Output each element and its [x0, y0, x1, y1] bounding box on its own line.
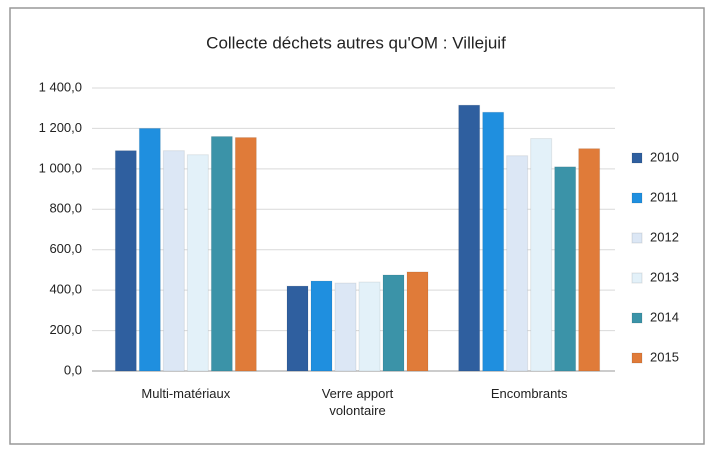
legend-swatch [631, 152, 643, 164]
bar [334, 282, 357, 372]
bar [114, 150, 137, 372]
bar [358, 281, 381, 372]
legend-label: 2011 [650, 189, 678, 204]
y-tick-label: 200,0 [49, 322, 82, 337]
legend-swatch [631, 192, 643, 204]
bar [210, 136, 233, 372]
bar [506, 155, 529, 372]
legend-swatch [631, 352, 643, 364]
bar [578, 148, 601, 372]
y-tick-label: 1 400,0 [39, 79, 82, 94]
y-tick-label: 400,0 [49, 282, 82, 297]
chart-title: Collecte déchets autres qu'OM : Villejui… [206, 33, 506, 52]
bar [406, 271, 429, 372]
bar [234, 137, 257, 372]
bar [382, 274, 405, 372]
x-tick-label: Encombrants [490, 386, 568, 401]
bar [286, 285, 309, 372]
x-tick-label: Verre apport volontaire [321, 386, 394, 418]
legend-swatch [631, 232, 643, 244]
x-tick-label: Multi-matériaux [141, 386, 231, 401]
legend-swatch [631, 272, 643, 284]
bar [186, 154, 209, 372]
bar [310, 280, 333, 372]
y-tick-label: 0,0 [64, 362, 82, 377]
bar [530, 138, 553, 372]
y-tick-label: 600,0 [49, 241, 82, 256]
legend-label: 2015 [650, 349, 679, 364]
bar [554, 166, 577, 372]
bar [458, 104, 481, 372]
legend-swatch [631, 312, 643, 324]
y-tick-label: 1 200,0 [39, 120, 82, 135]
legend-label: 2014 [650, 309, 679, 324]
bar [162, 150, 185, 372]
bar [482, 111, 505, 372]
y-tick-label: 800,0 [49, 201, 82, 216]
legend-label: 2012 [650, 229, 679, 244]
y-tick-label: 1 000,0 [39, 160, 82, 175]
bar [138, 127, 161, 372]
legend-label: 2010 [650, 149, 679, 164]
legend-label: 2013 [650, 269, 679, 284]
